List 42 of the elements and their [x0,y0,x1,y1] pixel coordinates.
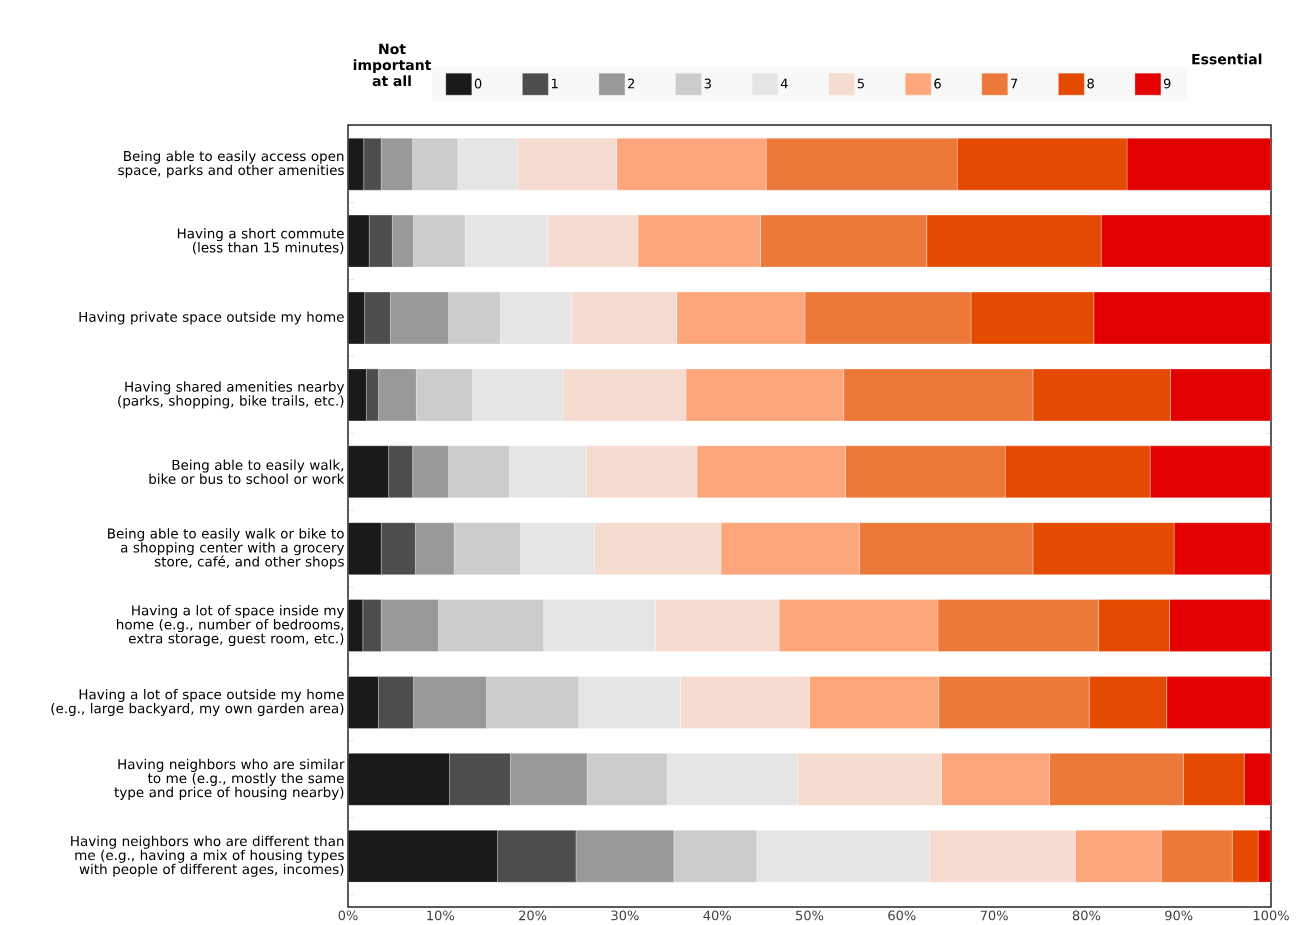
y-tick-label: Having private space outside my home [79,311,344,325]
y-tick-label: Having neighbors who are similar to me (e.g., mostly the same type and price of housing nearby) [114,758,345,800]
y-tick-label: Being able to easily walk or bike to a shopping center with a grocery store, café, and other shops [108,528,345,570]
bar [1101,214,1271,268]
x-tick-label: 30% [611,910,639,921]
bar [1169,599,1271,652]
text: Not important at all [353,43,432,87]
x-tick-label: 90% [1165,910,1193,921]
x-tick-label: 80% [1072,910,1101,921]
y-tick-label: Having a short commute (less than 15 minutes) [177,228,344,255]
legend-label: 8 [1087,78,1094,89]
legend-label: 2 [628,78,635,89]
bar [1173,522,1271,575]
legend-label: 7 [1011,78,1018,89]
y-tick-label: Having neighbors who are different than me (e.g., having a mix of housing types with people of different ages, incomes) [71,835,344,877]
x-tick-label: 70% [980,910,1008,921]
bar [1170,368,1271,422]
x-tick-label: 50% [796,910,824,921]
legend-label: 3 [704,78,711,89]
x-tick-label: 20% [519,910,547,921]
y-tick-label: Having a lot of space inside my home (e.g., number of bedrooms, extra storage, guest room, etc.) [117,605,345,647]
bar [1166,676,1271,729]
legend-label: 5 [857,78,864,89]
legend-label: 4 [780,78,788,89]
y-tick-label: Being able to easily walk, bike or bus to school or work [149,459,345,485]
bar [1093,291,1271,345]
x-tick-label: 10% [427,910,455,921]
x-tick-label: 100% [1253,910,1289,921]
legend-label: 6 [934,78,941,89]
y-tick-label: Having shared amenities nearby (parks, shopping, bike trails, etc.) [118,381,345,409]
text: Essential [1192,53,1262,65]
legend-label: 9 [1163,78,1171,89]
bar [1126,138,1271,191]
legend-label: 1 [551,78,558,89]
x-tick-label: 40% [703,910,731,921]
bar [1149,445,1271,498]
y-tick-label: Being able to easily access open space, parks and other amenities [118,150,344,178]
x-tick-label: 60% [888,910,916,921]
bar [1244,753,1271,806]
x-tick-label: 0% [338,910,358,921]
legend-label: 0 [474,78,482,89]
y-tick-label: Having a lot of space outside my home (e.g., large backyard, my own garden area) [51,688,344,716]
